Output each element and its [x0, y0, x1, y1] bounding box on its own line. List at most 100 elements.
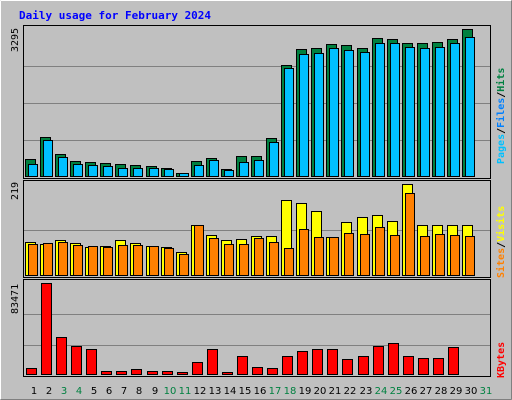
x-tick-label: 11 — [179, 386, 192, 397]
kbytes-bar — [192, 362, 203, 375]
sites-bar — [118, 245, 128, 276]
kbytes-bar — [448, 347, 459, 375]
kbytes-bar — [252, 367, 263, 375]
sites-bar — [133, 245, 143, 276]
files-bar — [360, 52, 370, 177]
legend-separator: / — [496, 92, 507, 98]
sites-bar — [254, 238, 264, 276]
files-bar — [465, 37, 475, 177]
files-bar — [329, 48, 339, 177]
kbytes-bar — [297, 351, 308, 375]
legend-sites: Sites — [495, 248, 507, 278]
files-bar — [88, 165, 98, 177]
kbytes-bar — [101, 371, 112, 375]
files-bar — [133, 168, 143, 177]
legend-separator: / — [496, 128, 507, 134]
x-tick-label: 25 — [390, 386, 403, 397]
sites-bar — [88, 246, 98, 276]
kbytes-bar — [418, 358, 429, 375]
x-tick-label: 6 — [106, 386, 112, 397]
files-bar — [299, 54, 309, 177]
top-panel-max-label: 3295 — [10, 28, 21, 52]
files-bar — [254, 160, 264, 177]
files-bar — [375, 43, 385, 177]
bottom-panel-legend: KBytes — [496, 342, 507, 378]
x-tick-label: 2 — [46, 386, 52, 397]
sites-bar — [435, 234, 445, 276]
sites-bar — [284, 248, 294, 276]
x-tick-label: 13 — [209, 386, 222, 397]
kbytes-bar — [327, 349, 338, 375]
sites-bar — [360, 234, 370, 276]
files-bar — [43, 140, 53, 177]
x-tick-label: 17 — [269, 386, 282, 397]
files-bar — [224, 170, 234, 177]
x-tick-label: 21 — [329, 386, 342, 397]
sites-bar — [405, 193, 415, 276]
x-tick-label: 9 — [152, 386, 158, 397]
top-panel-legend: Pages/Files/Hits — [495, 68, 507, 164]
files-bar — [179, 173, 189, 177]
files-bar — [164, 169, 174, 177]
sites-bar — [390, 235, 400, 276]
sites-bar — [58, 242, 68, 276]
sites-bar — [420, 236, 430, 276]
sites-bar — [299, 229, 309, 276]
sites-bar — [224, 244, 234, 276]
files-bar — [390, 43, 400, 177]
files-bar — [103, 166, 113, 177]
bars — [25, 29, 475, 375]
files-bar — [450, 43, 460, 177]
files-bar — [73, 164, 83, 177]
kbytes-bar — [207, 349, 218, 375]
x-tick-label: 26 — [405, 386, 418, 397]
x-tick-label: 8 — [136, 386, 142, 397]
kbytes-bar — [433, 358, 444, 375]
files-bar — [314, 53, 324, 177]
files-bar — [118, 168, 128, 177]
kbytes-bar — [56, 337, 67, 375]
x-tick-label: 29 — [450, 386, 463, 397]
kbytes-bar — [177, 372, 188, 375]
legend-kbytes: KBytes — [496, 342, 507, 378]
sites-bar — [43, 243, 53, 276]
x-tick-label: 22 — [344, 386, 357, 397]
bottom-panel-max-label: 83471 — [10, 284, 21, 314]
kbytes-bar — [403, 356, 414, 375]
files-bar — [405, 47, 415, 177]
sites-bar — [194, 225, 204, 276]
x-tick-label: 27 — [420, 386, 433, 397]
x-tick-label: 15 — [239, 386, 252, 397]
sites-bar — [73, 245, 83, 276]
kbytes-bar — [237, 356, 248, 375]
x-tick-label: 16 — [254, 386, 267, 397]
kbytes-bar — [131, 369, 142, 375]
x-tick-label: 12 — [194, 386, 207, 397]
kbytes-bar — [116, 371, 127, 375]
sites-bar — [314, 237, 324, 276]
sites-bar — [164, 248, 174, 276]
files-bar — [194, 165, 204, 177]
files-bar — [58, 157, 68, 177]
sites-bar — [329, 237, 339, 276]
files-bar — [269, 142, 279, 177]
sites-bar — [209, 238, 219, 276]
x-tick-label: 18 — [284, 386, 297, 397]
sites-bar — [179, 254, 189, 276]
x-tick-label: 7 — [121, 386, 127, 397]
kbytes-bar — [267, 368, 278, 375]
files-bar — [239, 162, 249, 177]
sites-bar — [375, 227, 385, 276]
legend-separator: / — [496, 242, 507, 248]
x-tick-label: 20 — [314, 386, 327, 397]
sites-bar — [344, 233, 354, 276]
files-bar — [28, 164, 38, 177]
files-bar — [284, 68, 294, 177]
x-tick-label: 5 — [91, 386, 97, 397]
legend-hits: Hits — [495, 68, 507, 92]
kbytes-bar — [358, 356, 369, 375]
x-tick-label: 14 — [224, 386, 237, 397]
x-tick-label: 19 — [299, 386, 312, 397]
sites-bar — [149, 246, 159, 276]
